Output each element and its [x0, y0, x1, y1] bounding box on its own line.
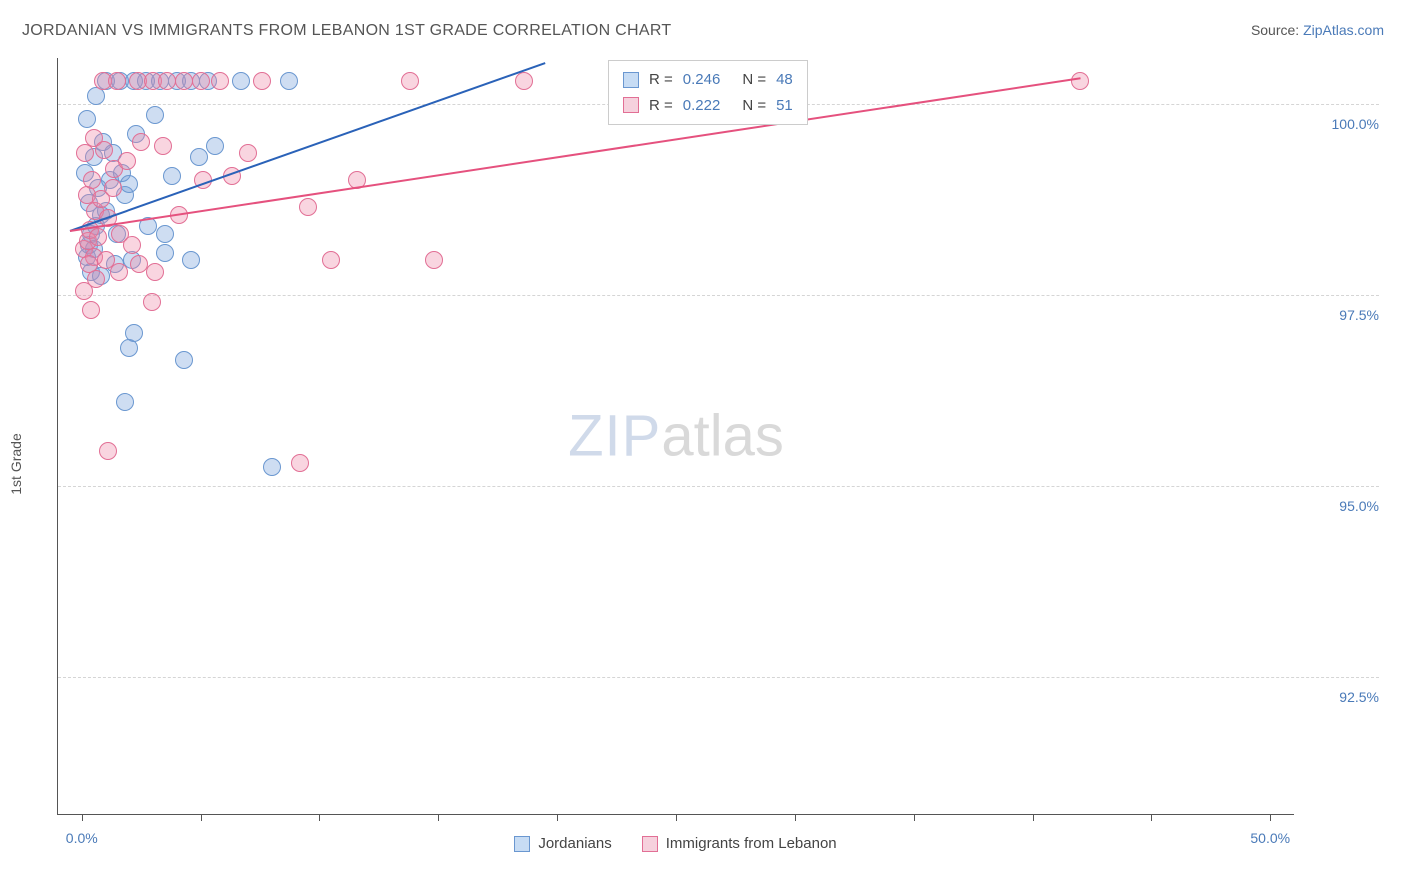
- stat-r-label: R =: [649, 67, 673, 93]
- legend-swatch-icon: [623, 72, 639, 88]
- stats-row-jordanians: R = 0.246 N = 48: [623, 67, 793, 93]
- scatter-point-jordanians: [175, 351, 193, 369]
- trend-line-lebanon: [70, 77, 1080, 232]
- scatter-point-jordanians: [206, 137, 224, 155]
- watermark-atlas: atlas: [661, 404, 784, 469]
- scatter-point-lebanon: [89, 228, 107, 246]
- stats-row-lebanon: R = 0.222 N = 51: [623, 93, 793, 119]
- legend-label: Jordanians: [538, 835, 611, 852]
- scatter-point-jordanians: [120, 339, 138, 357]
- legend-item-jordanians: Jordanians: [514, 835, 611, 852]
- stat-n-label: N =: [742, 67, 766, 93]
- scatter-point-lebanon: [253, 72, 271, 90]
- scatter-point-lebanon: [175, 72, 193, 90]
- y-tick-label: 97.5%: [1304, 307, 1379, 323]
- x-tick: [914, 814, 915, 821]
- watermark: ZIPatlas: [568, 403, 784, 470]
- source-prefix: Source:: [1251, 22, 1303, 38]
- scatter-point-lebanon: [82, 301, 100, 319]
- watermark-zip: ZIP: [568, 404, 661, 469]
- x-tick: [1033, 814, 1034, 821]
- scatter-point-lebanon: [108, 72, 126, 90]
- scatter-point-lebanon: [211, 72, 229, 90]
- x-tick: [1151, 814, 1152, 821]
- stat-r-label: R =: [649, 93, 673, 119]
- scatter-point-lebanon: [158, 72, 176, 90]
- scatter-point-lebanon: [76, 144, 94, 162]
- stat-r-value: 0.222: [683, 93, 721, 119]
- stat-n-value: 48: [776, 67, 793, 93]
- scatter-point-lebanon: [401, 72, 419, 90]
- scatter-point-jordanians: [232, 72, 250, 90]
- y-tick-label: 95.0%: [1304, 498, 1379, 514]
- scatter-point-lebanon: [291, 454, 309, 472]
- legend-swatch-icon: [623, 97, 639, 113]
- scatter-point-lebanon: [192, 72, 210, 90]
- scatter-point-jordanians: [146, 106, 164, 124]
- scatter-point-jordanians: [263, 458, 281, 476]
- x-tick: [82, 814, 83, 821]
- gridline: [58, 486, 1379, 487]
- scatter-point-lebanon: [146, 263, 164, 281]
- x-tick: [201, 814, 202, 821]
- scatter-point-lebanon: [130, 255, 148, 273]
- scatter-point-lebanon: [123, 236, 141, 254]
- scatter-point-lebanon: [75, 282, 93, 300]
- y-tick-label: 92.5%: [1304, 689, 1379, 705]
- x-tick: [438, 814, 439, 821]
- scatter-point-jordanians: [280, 72, 298, 90]
- chart-title: JORDANIAN VS IMMIGRANTS FROM LEBANON 1ST…: [22, 22, 672, 40]
- x-tick: [557, 814, 558, 821]
- plot-region: ZIPatlas 92.5%95.0%97.5%100.0%0.0%50.0%R…: [57, 58, 1294, 815]
- scatter-point-lebanon: [99, 442, 117, 460]
- x-tick: [319, 814, 320, 821]
- scatter-point-jordanians: [182, 251, 200, 269]
- scatter-point-lebanon: [143, 293, 161, 311]
- bottom-legend: Jordanians Immigrants from Lebanon: [57, 835, 1294, 852]
- scatter-point-lebanon: [118, 152, 136, 170]
- scatter-point-jordanians: [78, 110, 96, 128]
- scatter-point-jordanians: [163, 167, 181, 185]
- scatter-point-jordanians: [125, 324, 143, 342]
- x-tick: [676, 814, 677, 821]
- scatter-point-lebanon: [515, 72, 533, 90]
- scatter-point-jordanians: [190, 148, 208, 166]
- source-link[interactable]: ZipAtlas.com: [1303, 22, 1384, 38]
- legend-swatch-icon: [642, 836, 658, 852]
- scatter-point-lebanon: [1071, 72, 1089, 90]
- scatter-point-lebanon: [110, 263, 128, 281]
- scatter-point-lebanon: [425, 251, 443, 269]
- gridline: [58, 295, 1379, 296]
- stat-r-value: 0.246: [683, 67, 721, 93]
- scatter-point-lebanon: [299, 198, 317, 216]
- scatter-point-jordanians: [156, 244, 174, 262]
- scatter-point-lebanon: [132, 133, 150, 151]
- y-axis-label: 1st Grade: [8, 433, 24, 494]
- scatter-point-jordanians: [116, 393, 134, 411]
- x-tick: [1270, 814, 1271, 821]
- scatter-point-lebanon: [95, 141, 113, 159]
- scatter-point-jordanians: [156, 225, 174, 243]
- x-tick: [795, 814, 796, 821]
- scatter-point-lebanon: [322, 251, 340, 269]
- legend-item-lebanon: Immigrants from Lebanon: [642, 835, 837, 852]
- y-tick-label: 100.0%: [1304, 116, 1379, 132]
- stat-n-value: 51: [776, 93, 793, 119]
- gridline: [58, 677, 1379, 678]
- legend-swatch-icon: [514, 836, 530, 852]
- scatter-point-lebanon: [83, 171, 101, 189]
- stat-n-label: N =: [742, 93, 766, 119]
- stats-box: R = 0.246 N = 48 R = 0.222 N = 51: [608, 60, 808, 125]
- scatter-point-lebanon: [239, 144, 257, 162]
- source-label: Source: ZipAtlas.com: [1251, 22, 1384, 38]
- scatter-point-lebanon: [154, 137, 172, 155]
- scatter-point-lebanon: [104, 179, 122, 197]
- chart-area: 1st Grade ZIPatlas 92.5%95.0%97.5%100.0%…: [22, 58, 1384, 870]
- legend-label: Immigrants from Lebanon: [666, 835, 837, 852]
- scatter-point-jordanians: [120, 175, 138, 193]
